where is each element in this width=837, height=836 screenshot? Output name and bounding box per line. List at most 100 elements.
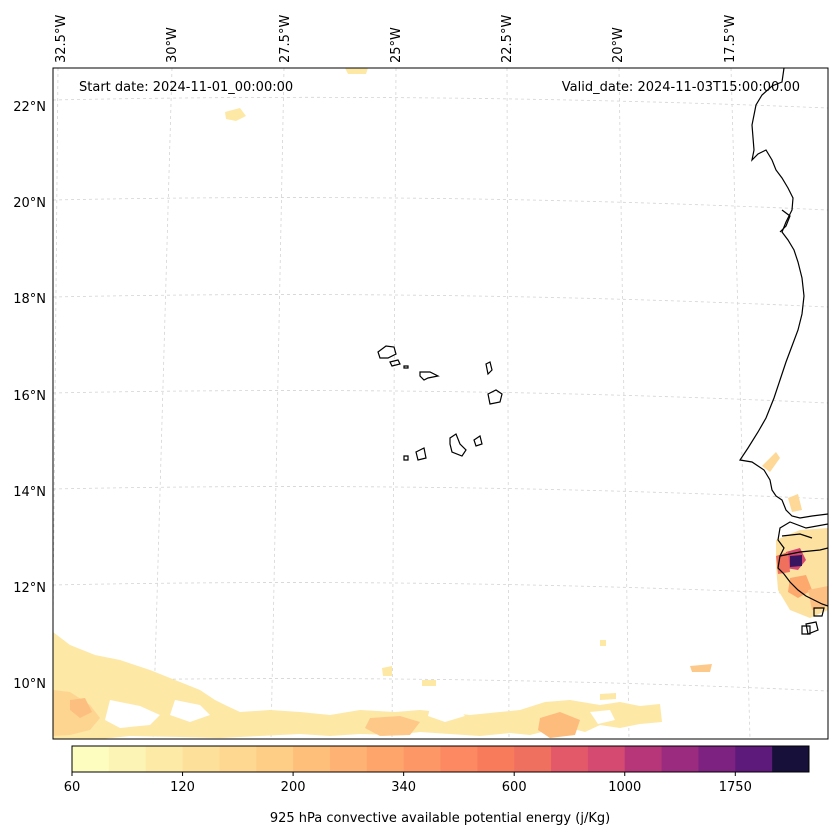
lon-label-32-5w: 32.5°W: [54, 15, 69, 63]
lat-label-12n: 12°N: [13, 581, 46, 596]
lon-label-30w: 30°W: [165, 27, 180, 63]
meridian-27-5w: [270, 68, 285, 739]
parallel-22n: [53, 96, 828, 109]
cape-coast-2: [788, 494, 802, 512]
lat-label-22n: 22°N: [13, 100, 46, 115]
bijagos-3: [801, 625, 811, 635]
santa-luzia: [403, 365, 409, 369]
longitude-labels: 32.5°W 30°W 27.5°W 25°W 22.5°W 20°W 17.5…: [54, 15, 738, 63]
cape-coast-1: [762, 452, 780, 472]
santo-antao: [377, 345, 397, 359]
cape-coast-max: [790, 555, 802, 567]
colorbar-tick-label: 120: [170, 780, 195, 795]
colorbar-cell: [440, 746, 478, 772]
cape-south-band-spot: [70, 698, 92, 718]
colorbar-cell: [403, 746, 441, 772]
colorbar-cell: [293, 746, 331, 772]
africa-coast-south: [777, 521, 828, 607]
colorbar-cell: [219, 746, 257, 772]
sao-nicolau: [419, 371, 440, 381]
map-panel: Start date: 2024-11-01_00:00:00 Valid_da…: [53, 68, 828, 739]
lon-label-27-5w: 27.5°W: [278, 15, 293, 63]
colorbar-tick-label: 200: [281, 780, 306, 795]
colorbar-tick-label: 600: [502, 780, 527, 795]
colorbar-tick-label: 1000: [608, 780, 641, 795]
bijagos-2: [813, 607, 825, 617]
parallel-20n: [53, 197, 828, 211]
lon-label-25w: 25°W: [389, 27, 404, 63]
colorbar-cell: [514, 746, 552, 772]
colorbar-cell: [477, 746, 515, 772]
lon-label-22-5w: 22.5°W: [500, 15, 515, 63]
sine-saloum: [781, 533, 813, 539]
parallel-14n: [53, 486, 828, 500]
cape-patch-e: [690, 664, 712, 672]
parallel-18n: [53, 294, 828, 308]
cape-south-band-spot3: [538, 712, 580, 738]
lon-label-17-5w: 17.5°W: [723, 15, 738, 63]
meridian-22-5w: [506, 68, 510, 739]
colorbar-cell: [772, 746, 810, 772]
gambia-river: [779, 547, 828, 557]
cape-patch-north: [225, 108, 246, 121]
santiago: [449, 433, 467, 457]
lat-label-18n: 18°N: [13, 292, 46, 307]
sao-vicente: [389, 359, 401, 367]
colorbar: 60 120 200 340 600 1000 1750 925 hPa convectiv…: [64, 745, 810, 826]
colorbar-tick-label: 1750: [719, 780, 752, 795]
cape-gap-1: [105, 700, 160, 728]
coastlines: [377, 68, 828, 635]
cape-patch-top: [345, 68, 368, 74]
lat-label-20n: 20°N: [13, 196, 46, 211]
map-frame: [52, 67, 829, 740]
cape-gap-3: [428, 706, 465, 722]
start-date-text: Start date: 2024-11-01_00:00:00: [79, 80, 293, 95]
colorbar-cell: [108, 746, 147, 772]
parallel-16n: [53, 390, 828, 404]
bijagos-1: [805, 621, 819, 635]
colorbar-cell: [624, 746, 663, 772]
maio: [473, 435, 483, 447]
colorbar-cell: [145, 746, 184, 772]
cape-coast-4: [788, 575, 812, 598]
colorbar-frame: [71, 745, 810, 773]
colorbar-cell: [329, 746, 368, 772]
colorbar-cell: [735, 746, 773, 772]
colorbar-cell: [698, 746, 736, 772]
colorbar-cell: [366, 746, 405, 772]
lon-label-20w: 20°W: [611, 27, 626, 63]
colorbar-cell: [551, 746, 589, 772]
colorbar-cell: [661, 746, 699, 772]
dakhla-inlet: [779, 209, 791, 233]
meridian-25w: [391, 68, 397, 739]
cape-south-band-spot2: [365, 716, 420, 736]
africa-coast: [738, 68, 828, 519]
lat-label-10n: 10°N: [13, 677, 46, 692]
sal: [485, 361, 493, 376]
fogo: [415, 447, 427, 461]
lat-label-16n: 16°N: [13, 389, 46, 404]
colorbar-cell: [72, 746, 110, 772]
cape-field: [53, 68, 828, 739]
lat-label-14n: 14°N: [13, 485, 46, 500]
latitude-labels: 22°N 20°N 18°N 16°N 14°N 12°N 10°N: [13, 100, 46, 692]
colorbar-cell: [182, 746, 220, 772]
meridian-20w: [618, 68, 630, 739]
cape-gap-4: [590, 710, 615, 724]
cape-patch-a: [382, 666, 392, 676]
colorbar-label: 925 hPa convective available potential e…: [270, 811, 610, 826]
cape-gap-2: [170, 700, 210, 722]
colorbar-cell: [256, 746, 294, 772]
valid-date-text: Valid_date: 2024-11-03T15:00:00.00: [562, 80, 800, 95]
colorbar-tick-label: 60: [64, 780, 81, 795]
cape-patch-b: [422, 680, 436, 686]
colorbar-cells: [72, 746, 810, 772]
colorbar-ticks: 60 120 200 340 600 1000 1750: [64, 772, 752, 795]
meridian-17-5w: [730, 68, 751, 739]
cape-patch-c: [600, 640, 606, 646]
colorbar-cell: [587, 746, 626, 772]
boa-vista: [487, 389, 503, 405]
brava: [403, 455, 409, 461]
cape-patch-d: [600, 693, 616, 700]
